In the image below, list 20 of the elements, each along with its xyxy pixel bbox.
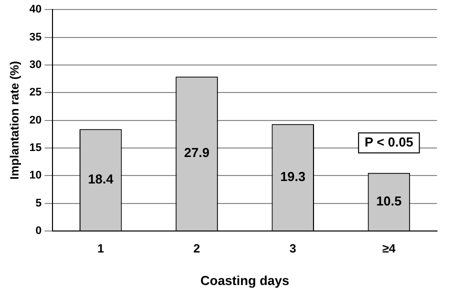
y-tick-label: 35	[29, 31, 42, 44]
y-tick-label: 10	[29, 170, 42, 182]
y-tick-label: 20	[29, 114, 42, 126]
data-label: 19.3	[280, 168, 306, 184]
y-tick-label: 15	[29, 142, 42, 154]
y-tick-label: 0	[36, 225, 42, 238]
x-tick-label: 3	[290, 242, 297, 256]
y-tick-label: 25	[29, 86, 42, 99]
data-label: 27.9	[184, 145, 210, 160]
x-tick-label: ≥4	[382, 242, 396, 256]
annotation: P < 0.05	[364, 134, 414, 150]
x-tick-label: 1	[97, 242, 104, 256]
x-axis-title: Coasting days	[200, 272, 290, 288]
y-axis-title: Implantation rate (%)	[8, 60, 22, 180]
x-tick-label: 2	[193, 242, 200, 256]
data-label: 18.4	[88, 171, 114, 186]
y-tick-label: 30	[29, 58, 42, 71]
y-tick-label: 5	[36, 197, 42, 210]
data-label: 10.5	[376, 193, 402, 208]
y-tick-label: 40	[29, 4, 42, 16]
